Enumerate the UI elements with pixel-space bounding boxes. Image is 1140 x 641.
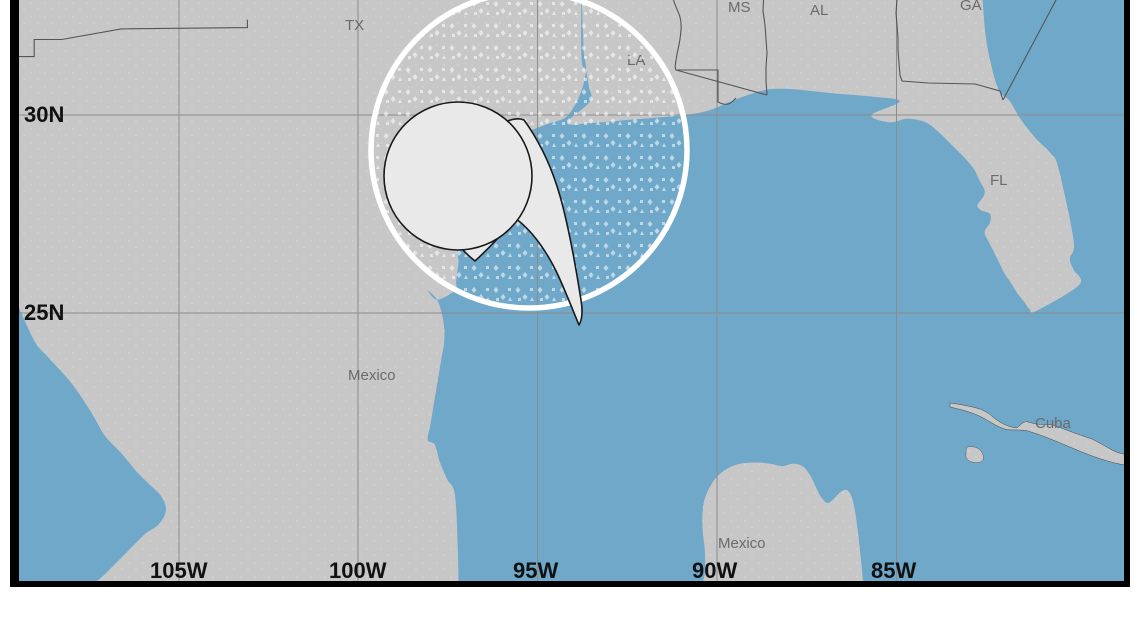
svg-text:Mexico: Mexico [348, 367, 396, 384]
svg-text:GA: GA [960, 0, 982, 14]
svg-text:95W: 95W [513, 558, 558, 583]
svg-text:MS: MS [728, 0, 751, 16]
svg-text:30N: 30N [24, 102, 64, 127]
svg-text:TX: TX [345, 17, 364, 34]
svg-text:100W: 100W [329, 558, 387, 583]
svg-text:90W: 90W [692, 558, 737, 583]
svg-text:105W: 105W [150, 558, 208, 583]
svg-text:Mexico: Mexico [718, 535, 766, 552]
svg-text:Cuba: Cuba [1035, 415, 1072, 432]
svg-text:FL: FL [990, 172, 1008, 189]
svg-text:85W: 85W [871, 558, 916, 583]
svg-text:25N: 25N [24, 300, 64, 325]
svg-text:AL: AL [810, 2, 828, 19]
